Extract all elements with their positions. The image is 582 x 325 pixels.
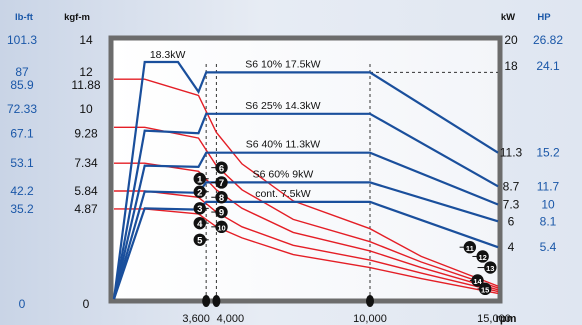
lbft-tick-67.1: 67.1: [10, 126, 34, 140]
kw-tick-7.3: 7.3: [503, 197, 520, 211]
torque-curve-5: [114, 208, 499, 295]
power-curve-label-2: S6 25% 14.3kW: [245, 100, 320, 112]
kgfm-tick-12: 12: [79, 65, 93, 79]
power-curve-label-4: S6 60% 9kW: [253, 168, 314, 180]
marker-2-circle: [193, 185, 206, 198]
lbft-tick-53.1: 53.1: [10, 156, 34, 170]
marker-10-label: 10: [217, 223, 225, 232]
marker-6-circle: [215, 161, 228, 174]
kgfm-tick-11.88: 11.88: [71, 78, 100, 92]
x-tick-15000: 15,000: [477, 313, 511, 325]
marker-15-label: 15: [481, 285, 489, 294]
kgfm-tick-4.87: 4.87: [74, 202, 98, 216]
hp-header: HP: [537, 12, 551, 23]
lbft-tick-35.2: 35.2: [10, 202, 34, 216]
hp-tick-15.2: 15.2: [536, 146, 560, 160]
torque-curve-4: [114, 190, 499, 293]
x-tick-4000: 4,000: [217, 313, 245, 325]
marker-5-label: 5: [197, 235, 203, 246]
marker-11-circle: [463, 241, 477, 254]
marker-3-circle: [193, 202, 206, 215]
x-axis-label: rpm: [496, 313, 517, 325]
kgfm-tick-7.34: 7.34: [74, 156, 98, 170]
x-tick-3600: 3,600: [182, 313, 210, 325]
marker-1-circle: [193, 172, 206, 185]
kgfm-tick-10: 10: [79, 102, 93, 116]
marker-13-label: 13: [486, 264, 494, 273]
lbft-header: lb-ft: [15, 12, 34, 23]
marker-4-label: 4: [197, 219, 203, 230]
marker-1-label: 1: [197, 174, 203, 185]
marker-12-circle: [476, 250, 489, 263]
marker-9-label: 9: [219, 208, 224, 219]
hp-tick-11.7: 11.7: [537, 179, 560, 193]
power-curve-label-5: cont. 7.5kW: [255, 188, 311, 200]
marker-12-label: 12: [478, 253, 486, 262]
marker-10-circle: [215, 220, 228, 234]
power-curves: S6 10% 17.5kW S6 25% 14.3kW S6 40% 11.3kW S…: [112, 49, 499, 300]
hp-tick-24.1: 24.1: [536, 59, 560, 73]
kw-header: kW: [501, 12, 515, 23]
marker-3-label: 3: [197, 204, 202, 215]
hp-tick-8.1: 8.1: [540, 214, 557, 228]
marker-6-label: 6: [219, 163, 224, 174]
kgfm-tick-5.84: 5.84: [74, 184, 98, 198]
marker-2-label: 2: [197, 187, 202, 198]
torque-curve-1: [114, 78, 499, 287]
power-curve-3: [112, 151, 499, 300]
kw-tick-6: 6: [508, 214, 515, 228]
kw-tick-20: 20: [504, 33, 518, 47]
power-curve-2: [112, 112, 499, 300]
marker-7-circle: [215, 176, 228, 189]
lbft-tick-85.9: 85.9: [10, 78, 34, 92]
hp-tick-5.4: 5.4: [540, 240, 557, 254]
marker-13-circle: [484, 261, 497, 274]
x-tick-10000: 10,000: [353, 313, 387, 325]
x-tick-dot-4000: [212, 295, 221, 307]
marker-4-circle: [193, 216, 206, 230]
marker-11-label: 11: [466, 244, 474, 253]
kw-tick-4: 4: [508, 240, 515, 254]
lbft-tick-72.33: 72.33: [7, 102, 37, 116]
kw-tick-11.3: 11.3: [500, 146, 523, 160]
kgfm-tick-0: 0: [83, 297, 90, 311]
kgfm-tick-14: 14: [79, 33, 93, 47]
x-tick-dot-3600: [202, 295, 211, 307]
marker-14-circle: [471, 274, 484, 287]
power-curve-1: [112, 60, 499, 300]
kw-tick-8.7: 8.7: [503, 179, 520, 193]
power-curve-label-1: S6 10% 17.5kW: [245, 58, 320, 70]
power-curve-label-3: S6 40% 11.3kW: [246, 139, 321, 151]
marker-14-label: 14: [473, 277, 482, 286]
lbft-tick-0: 0: [19, 297, 26, 311]
kgfm-tick-9.28: 9.28: [74, 126, 98, 140]
marker-7-label: 7: [219, 178, 224, 189]
lbft-tick-42.2: 42.2: [10, 184, 34, 198]
lbft-tick-87: 87: [15, 65, 29, 79]
marker-8-circle: [215, 191, 228, 204]
marker-5-circle: [193, 233, 206, 246]
kgfm-header: kgf-m: [64, 12, 90, 23]
hp-tick-10: 10: [541, 197, 555, 211]
annotation-1: 18.3kW: [150, 49, 186, 61]
marker-15-circle: [479, 282, 492, 296]
hp-tick-26.82: 26.82: [533, 33, 563, 47]
marker-8-label: 8: [219, 193, 224, 204]
lbft-tick-101.3: 101.3: [7, 33, 37, 47]
marker-9-circle: [215, 205, 228, 219]
x-tick-dot-10000: [366, 295, 374, 307]
kw-tick-18: 18: [504, 59, 518, 73]
